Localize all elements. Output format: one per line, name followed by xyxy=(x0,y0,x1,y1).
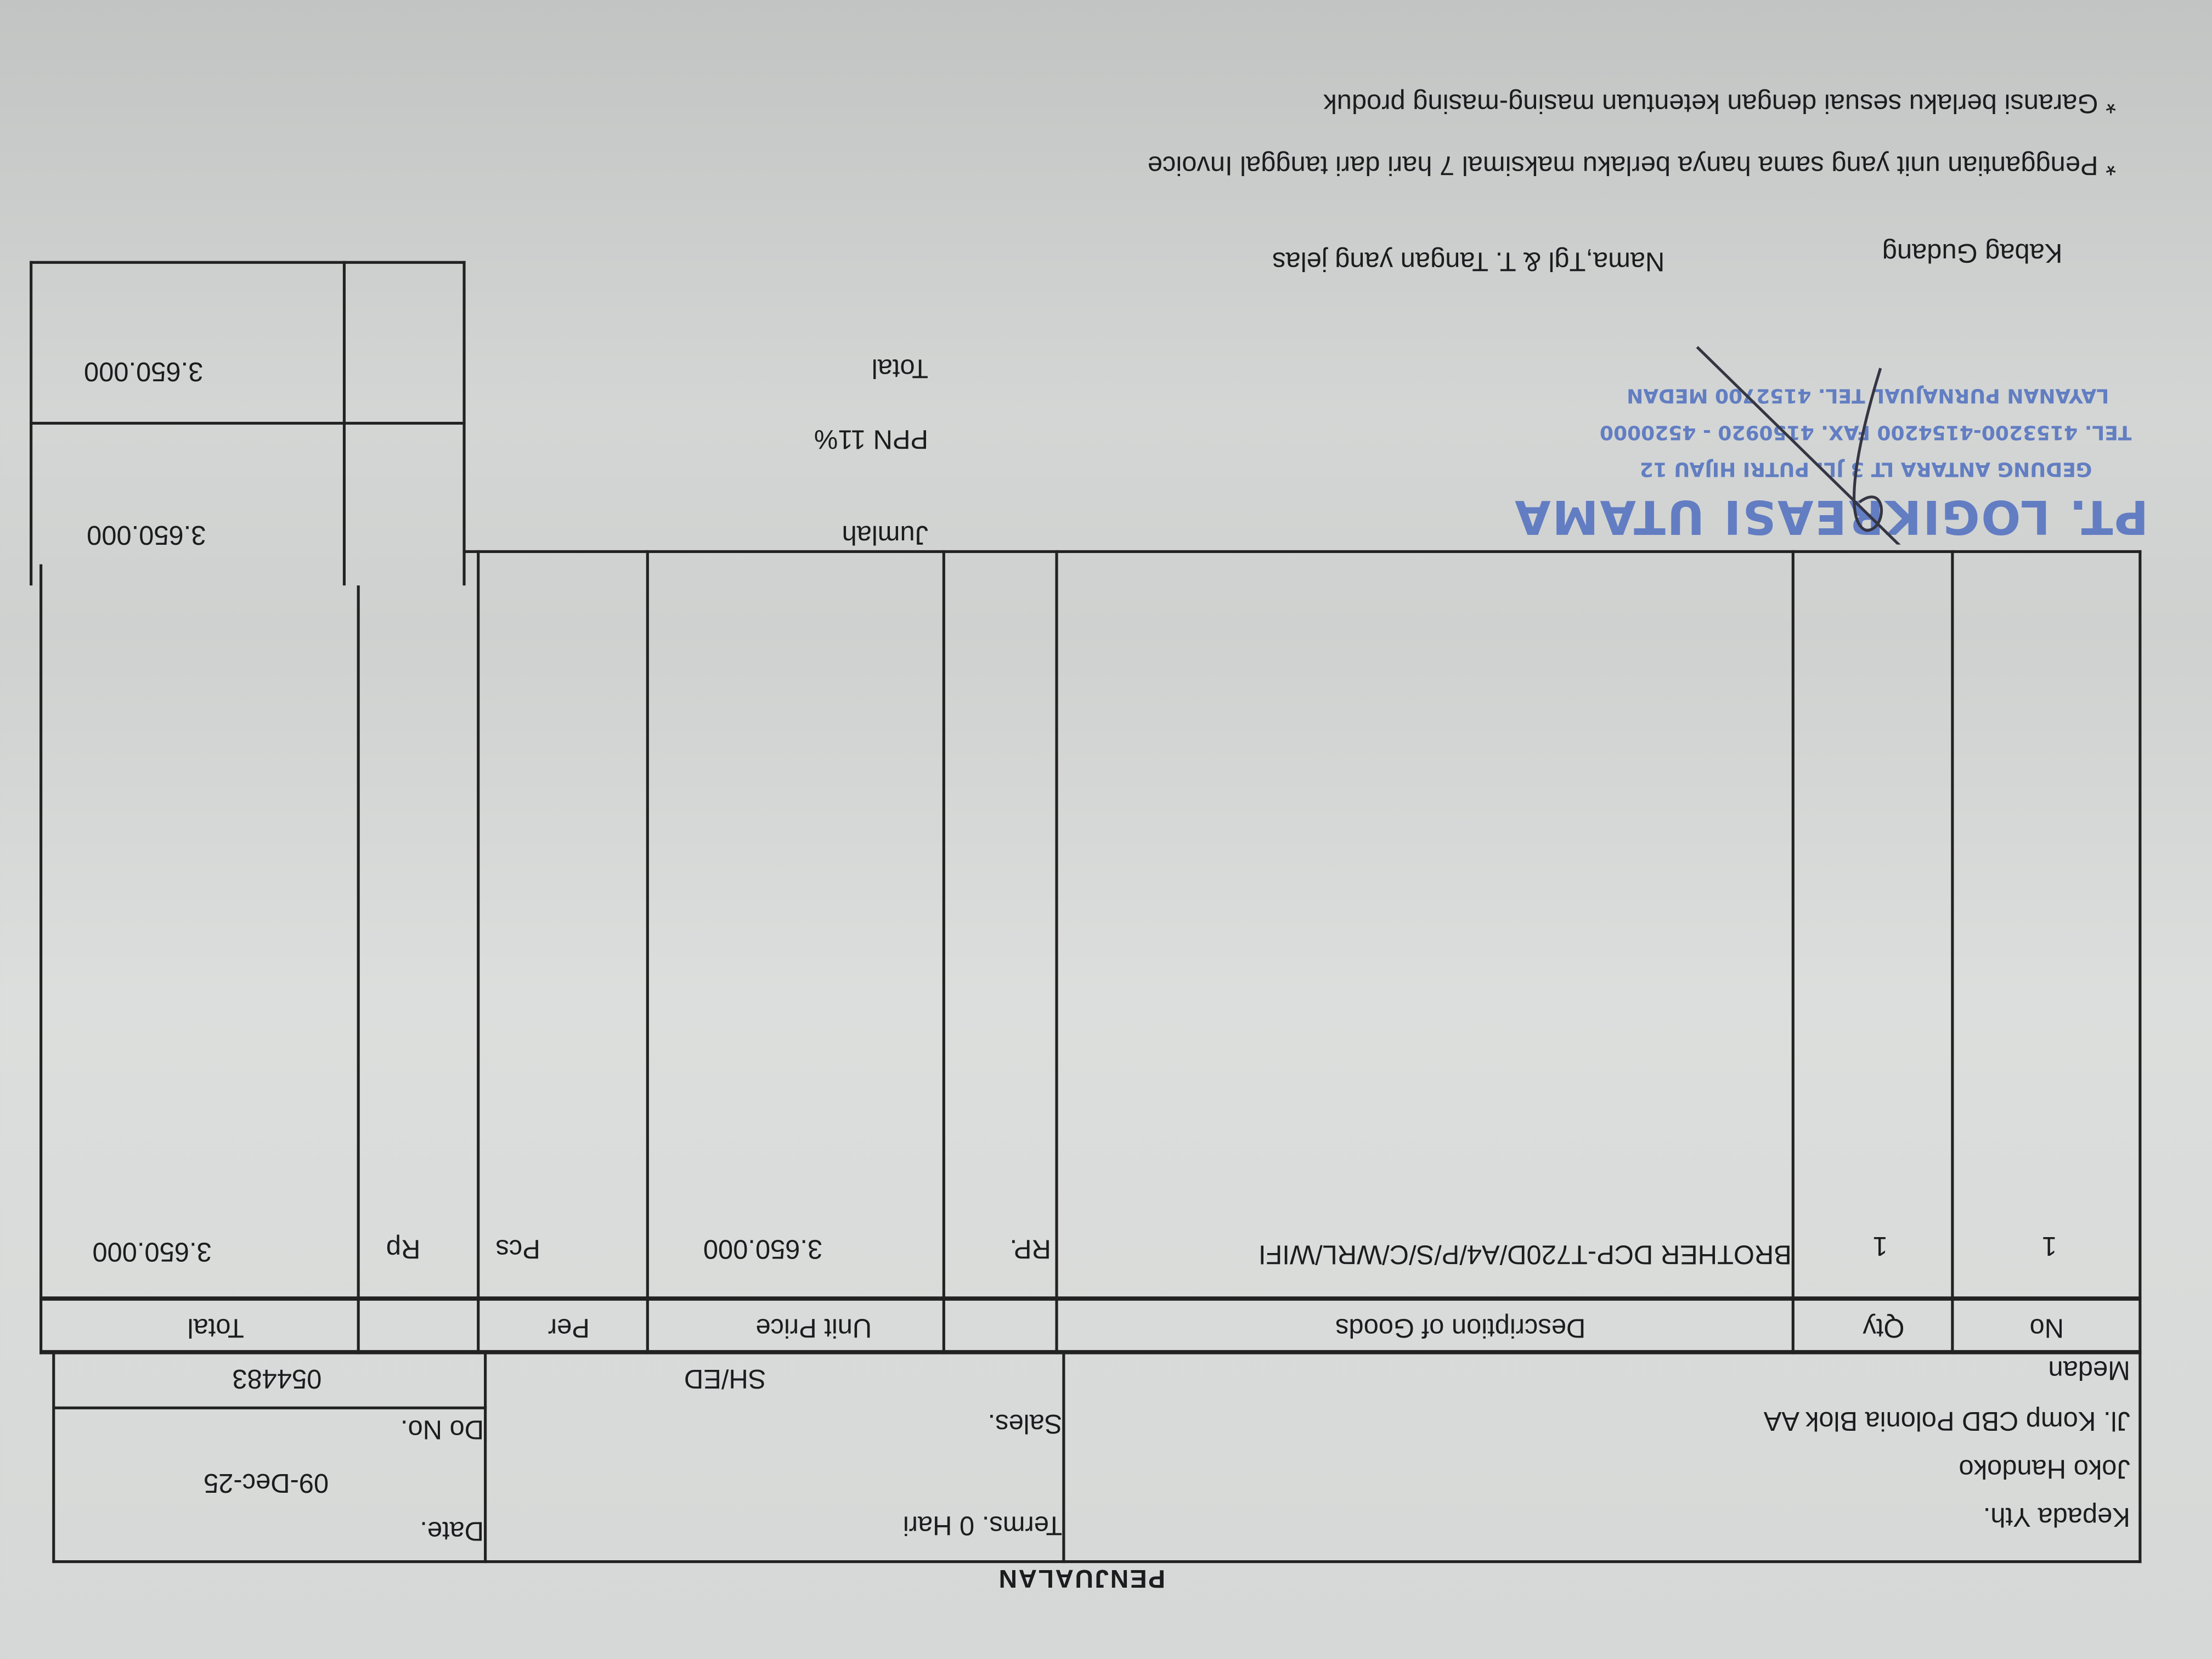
do-label: Do No. xyxy=(400,1413,484,1443)
note-replacement: * Penggantian unit yang sama hanya berla… xyxy=(1147,149,2117,179)
row-per: Pcs xyxy=(495,1233,540,1263)
header-unit-price: Unit Price xyxy=(755,1312,872,1342)
row-description: BROTHER DCP-T720D/A4/P/S/C/WRL/WIFI xyxy=(1258,1238,1792,1268)
header-qty: Qty xyxy=(1863,1312,1905,1342)
receiver-signature-label: Nama,Tgl & T. Tangan yang jelas xyxy=(1272,245,1665,275)
row-currency-total: Rp xyxy=(386,1233,421,1263)
customer-city: Medan xyxy=(2048,1354,2130,1384)
shed-label: SH/ED xyxy=(684,1363,766,1393)
header-no: No xyxy=(2029,1312,2064,1342)
warehouse-signature-label: Kabag Gudang xyxy=(1882,237,2063,267)
jumlah-value: 3.650.000 xyxy=(87,519,206,549)
row-qty: 1 xyxy=(1872,1230,1888,1260)
do-value: 054483 xyxy=(232,1363,322,1393)
total-label: Total xyxy=(871,352,929,382)
row-total: 3.650.000 xyxy=(92,1235,212,1266)
header-per: Per xyxy=(548,1312,590,1342)
jumlah-label: Jumlah xyxy=(842,519,929,549)
customer-label: Kepada Yth. xyxy=(1983,1501,2130,1531)
row-unit-price: 3.650.000 xyxy=(703,1233,823,1263)
ppn-label: PPN 11% xyxy=(814,423,929,453)
header-description: Description of Goods xyxy=(1335,1312,1586,1342)
document-title: PENJUALAN xyxy=(997,1564,1166,1593)
customer-name: Joko Handoko xyxy=(1959,1453,2130,1483)
signature xyxy=(1696,346,1903,545)
terms: Terms. 0 Hari xyxy=(902,1509,1063,1539)
total-value: 3.650.000 xyxy=(83,356,204,386)
date-label: Date. xyxy=(420,1515,484,1545)
date-value: 09-Dec-25 xyxy=(204,1467,329,1497)
row-no: 1 xyxy=(2041,1230,2057,1260)
customer-address: Jl. Komp CBD Polonia Blok AA xyxy=(1763,1405,2130,1435)
row-currency: RP. xyxy=(1009,1233,1051,1263)
header-total: Total xyxy=(187,1312,244,1342)
company-stamp: PT. LOGIKREASI UTAMA GEDUNG ANTARA LT 3 … xyxy=(1499,298,2148,545)
note-warranty: * Garansi berlaku sesuai dengan ketentua… xyxy=(1323,87,2117,117)
sales-label: Sales. xyxy=(988,1408,1063,1438)
